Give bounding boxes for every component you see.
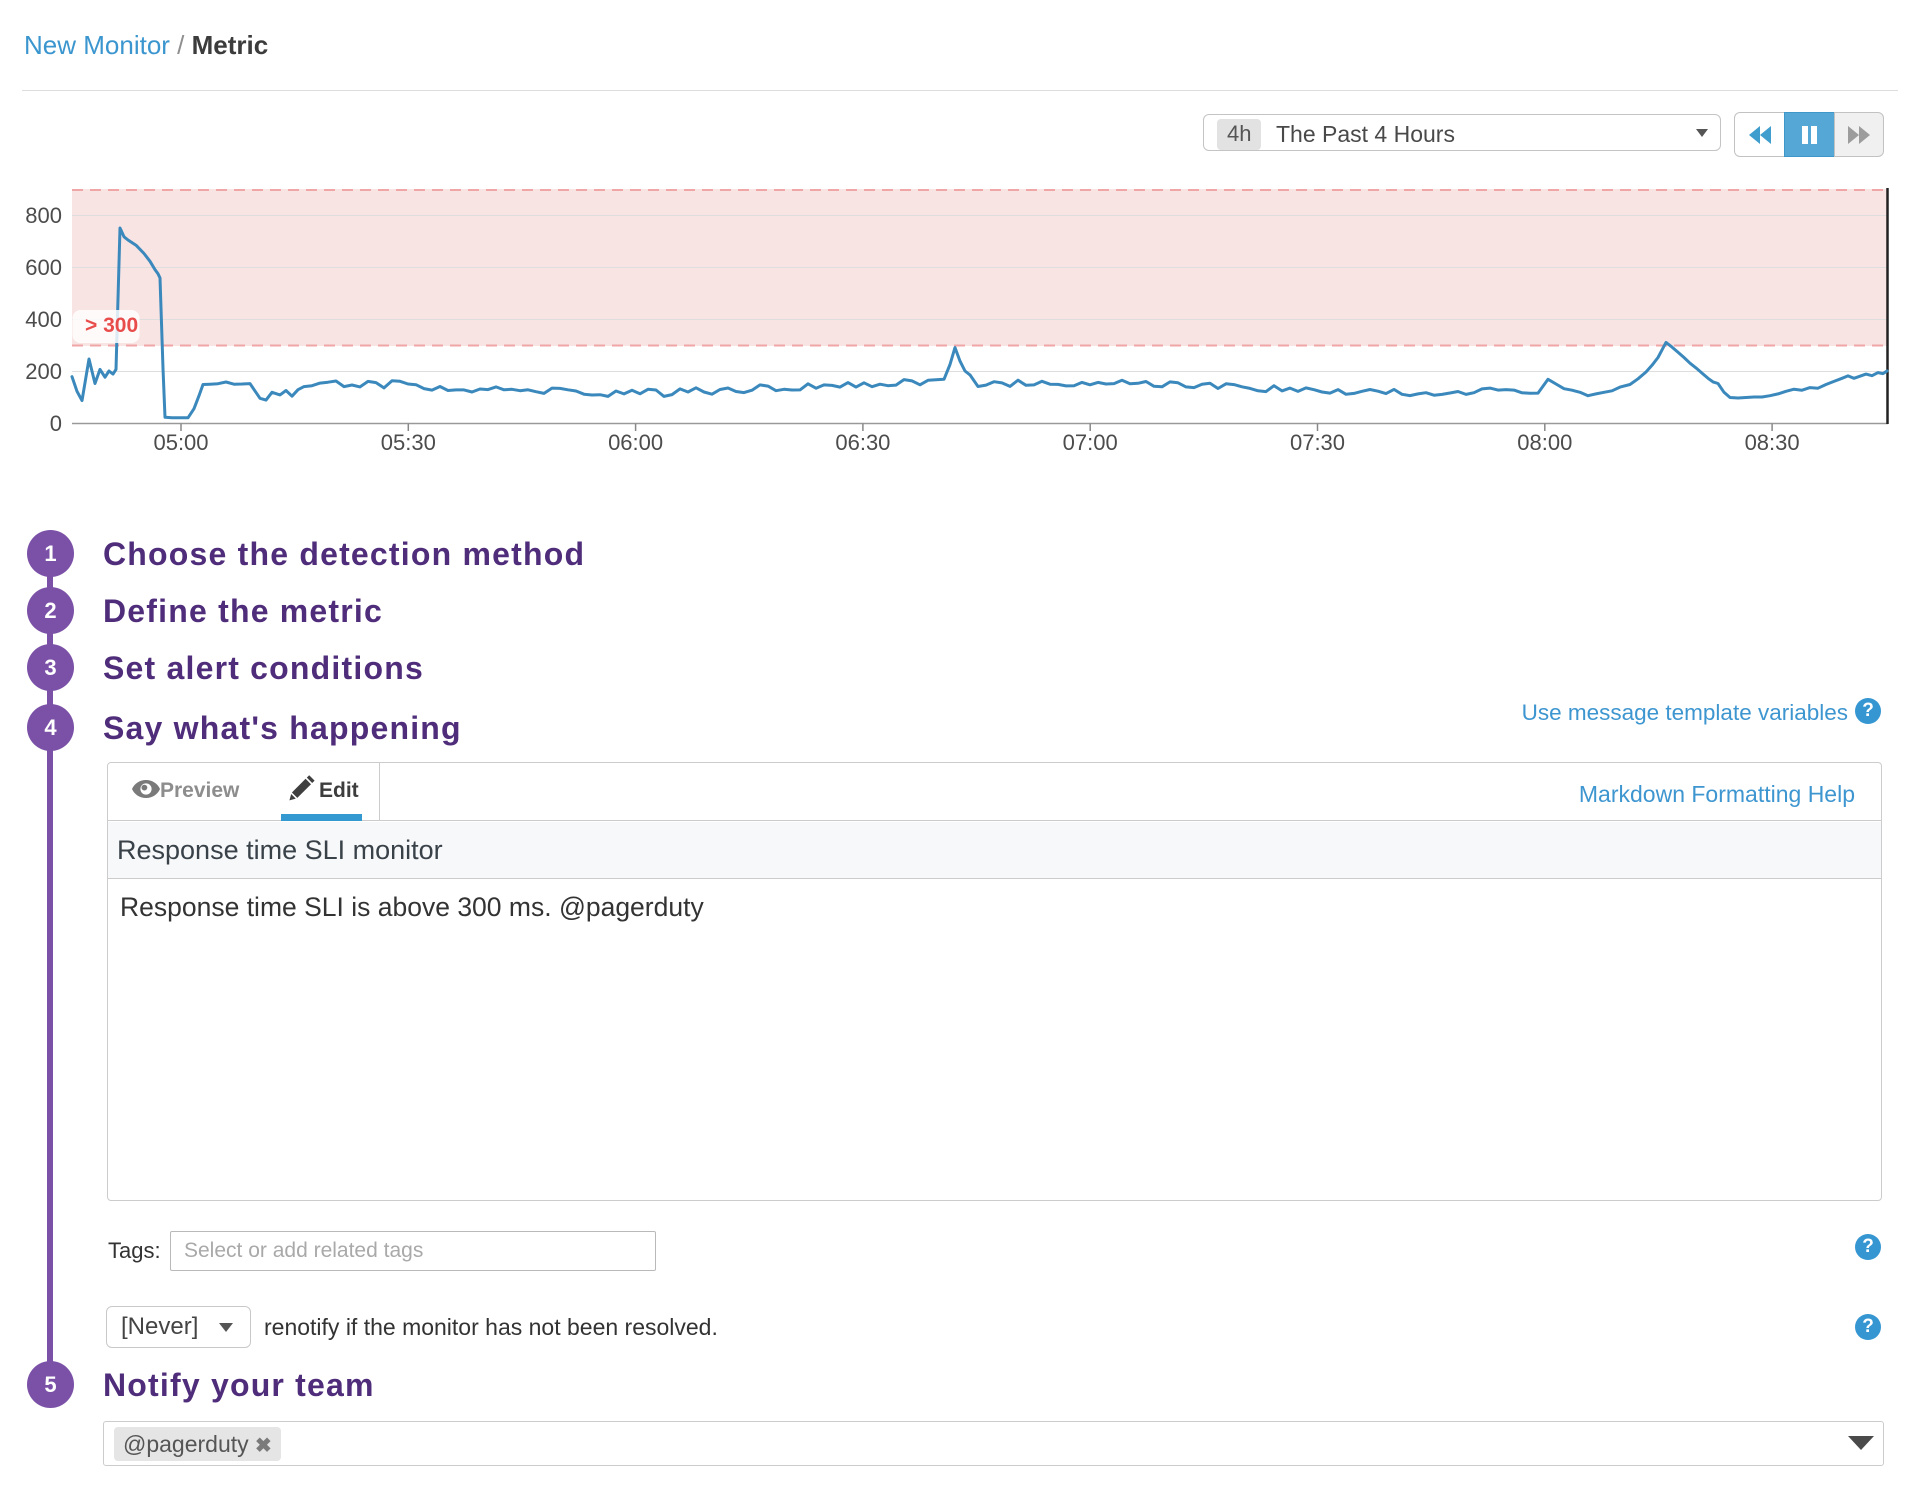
- svg-text:08:00: 08:00: [1517, 430, 1572, 455]
- svg-text:05:00: 05:00: [153, 430, 208, 455]
- svg-text:08:30: 08:30: [1745, 430, 1800, 455]
- svg-text:800: 800: [25, 203, 62, 228]
- svg-text:400: 400: [25, 307, 62, 332]
- svg-text:0: 0: [50, 411, 62, 436]
- svg-text:06:30: 06:30: [835, 430, 890, 455]
- svg-text:07:30: 07:30: [1290, 430, 1345, 455]
- svg-text:200: 200: [25, 359, 62, 384]
- svg-text:05:30: 05:30: [381, 430, 436, 455]
- svg-text:600: 600: [25, 255, 62, 280]
- svg-text:07:00: 07:00: [1063, 430, 1118, 455]
- svg-text:06:00: 06:00: [608, 430, 663, 455]
- svg-text:> 300: > 300: [85, 314, 138, 337]
